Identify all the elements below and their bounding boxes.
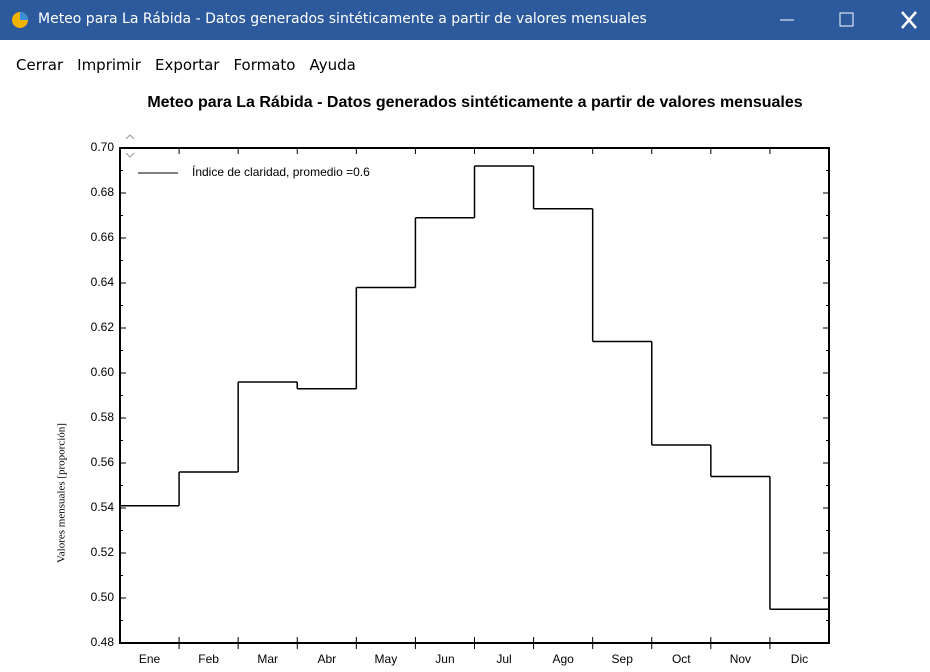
x-tick-label: Nov — [730, 652, 751, 666]
y-tick-label: 0.58 — [91, 410, 115, 424]
y-tick-label: 0.62 — [91, 320, 115, 334]
y-tick-label: 0.60 — [91, 365, 115, 379]
x-tick-label: Ago — [552, 652, 574, 666]
x-tick-label: Sep — [612, 652, 634, 666]
chart: Meteo para La Rábida - Datos generados s… — [56, 94, 830, 666]
y-tick-label: 0.68 — [91, 185, 115, 199]
menu-item[interactable]: Imprimir — [77, 56, 141, 74]
y-tick-label: 0.54 — [91, 500, 115, 514]
menu-bar: Cerrar Imprimir Exportar Formato Ayuda — [0, 56, 356, 80]
x-tick-label: Oct — [672, 652, 691, 666]
y-tick-label: 0.64 — [91, 275, 115, 289]
x-tick-label: Abr — [317, 652, 336, 666]
chart-title: Meteo para La Rábida - Datos generados s… — [147, 94, 802, 111]
x-tick-label: Jul — [496, 652, 511, 666]
window-title: Meteo para La Rábida - Datos generados s… — [38, 11, 647, 27]
maximize[interactable] — [839, 12, 854, 27]
y-tick-label: 0.50 — [91, 590, 115, 604]
x-tick-label: Dic — [791, 652, 808, 666]
plot-frame — [119, 147, 830, 644]
close[interactable] — [901, 11, 917, 29]
scroll-arrows[interactable] — [125, 134, 135, 158]
menu-item[interactable]: Cerrar — [16, 56, 64, 74]
title-bar: Meteo para La Rábida - Datos generados s… — [0, 0, 930, 40]
app-icon — [12, 12, 28, 28]
x-tick-label: May — [375, 652, 398, 666]
menu-item[interactable]: Formato — [233, 56, 296, 74]
y-tick-label: 0.56 — [91, 455, 115, 469]
legend-label: Índice de claridad, promedio =0.6 — [192, 164, 370, 179]
y-tick-label: 0.52 — [91, 545, 115, 559]
menu-item[interactable]: Ayuda — [309, 56, 356, 74]
y-axis-label: Valores mensuales [proporción] — [56, 423, 68, 563]
x-tick-label: Ene — [139, 652, 161, 666]
x-tick-label: Mar — [257, 652, 278, 666]
x-tick-label: Jun — [435, 652, 454, 666]
x-tick-label: Feb — [198, 652, 219, 666]
y-tick-label: 0.66 — [91, 230, 115, 244]
y-tick-label: 0.70 — [91, 140, 115, 154]
y-tick-label: 0.48 — [91, 635, 115, 649]
window-controls[interactable] — [780, 0, 920, 40]
menu-item[interactable]: Exportar — [154, 56, 220, 74]
